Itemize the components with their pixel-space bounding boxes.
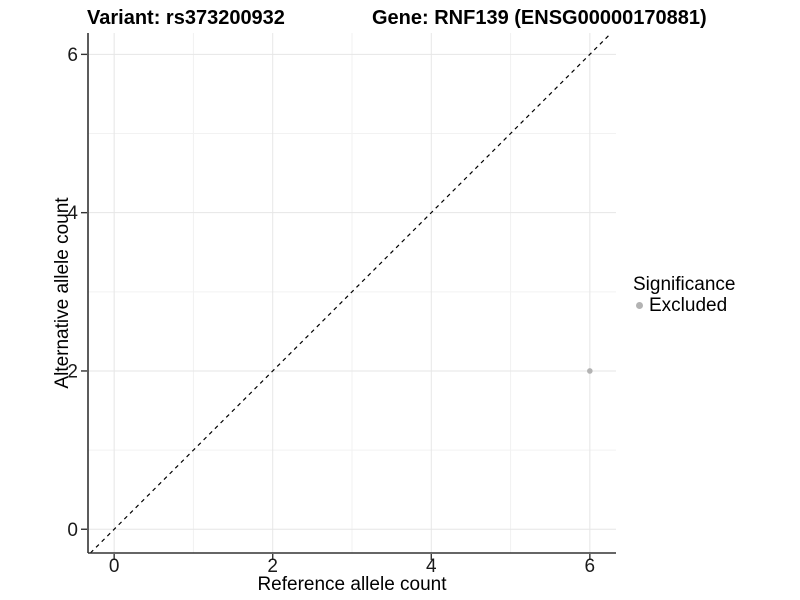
x-tick-label: 6 — [585, 556, 596, 577]
legend-title: Significance — [633, 274, 736, 295]
x-tick-label: 4 — [426, 556, 437, 577]
x-axis-label: Reference allele count — [257, 574, 447, 595]
legend-item-label: Excluded — [649, 295, 728, 316]
identity-dashed-line — [89, 32, 612, 554]
data-point — [587, 368, 593, 374]
y-tick-label: 6 — [67, 45, 78, 66]
y-tick-label: 0 — [67, 520, 78, 541]
excluded-marker-icon — [636, 302, 643, 309]
gene-title: Gene: RNF139 (ENSG00000170881) — [372, 7, 707, 29]
x-tick-label: 2 — [267, 556, 278, 577]
legend-item-excluded: Excluded — [633, 296, 735, 315]
variant-title: Variant: rs373200932 — [87, 7, 285, 29]
x-tick-label: 0 — [109, 556, 120, 577]
legend: Significance Excluded — [633, 274, 735, 315]
y-axis-label: Alternative allele count — [52, 197, 73, 389]
y-tick-label: 2 — [67, 361, 78, 382]
y-tick-label: 4 — [67, 203, 78, 224]
